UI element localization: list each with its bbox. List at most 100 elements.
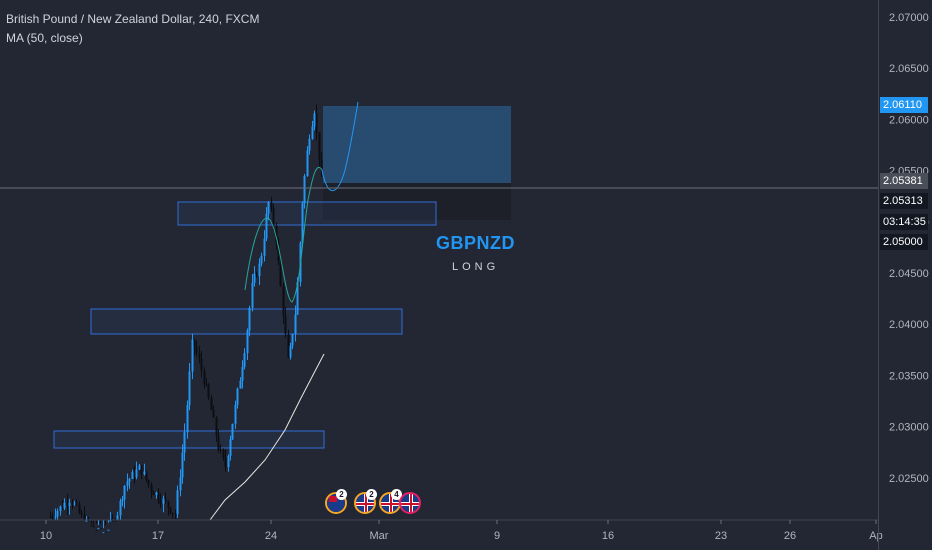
candle-body [203, 370, 206, 385]
candle-body [162, 498, 165, 504]
candle-body [303, 176, 306, 204]
support-zone [90, 308, 403, 335]
price-tick-label: 2.04500 [889, 268, 929, 280]
candle-body [311, 126, 314, 139]
candle-body [282, 286, 285, 316]
candle-body [145, 471, 148, 480]
candle-body [87, 520, 90, 522]
candle-body [63, 502, 66, 509]
price-label-badge-2: 2.05000 [880, 234, 928, 250]
candle-body [231, 423, 234, 440]
candle-body [248, 307, 251, 331]
candle-body [200, 358, 203, 371]
candle-body [121, 499, 124, 501]
candle-body [205, 384, 208, 386]
candle-body [73, 503, 76, 505]
candle-body [54, 516, 57, 518]
annotation-subtitle: LONG [452, 261, 500, 273]
event-count: 2 [366, 489, 377, 500]
candle-body [294, 314, 297, 334]
time-tick-label: Ap [869, 530, 882, 542]
candle-body [212, 409, 215, 418]
candle-body [301, 203, 304, 243]
candle-body [255, 273, 258, 277]
time-tick-label: 16 [602, 530, 614, 542]
candle-body [195, 346, 198, 354]
candle-body [253, 273, 256, 283]
candle-body [207, 384, 210, 398]
candle-body [193, 339, 196, 347]
candle-body [99, 528, 102, 530]
candle-body [296, 282, 299, 315]
candle-body [215, 417, 218, 436]
price-label-badge: 2.05313 [880, 193, 928, 209]
candle-body [169, 507, 172, 513]
candle-body [284, 315, 287, 334]
candle-body [104, 532, 107, 534]
time-tick-label: 26 [784, 530, 796, 542]
symbol-legend[interactable]: British Pound / New Zealand Dollar, 240,… [6, 12, 260, 26]
candle-body [224, 457, 227, 468]
time-tick-label: 23 [715, 530, 727, 542]
event-count: 2 [336, 489, 347, 500]
time-tick-label: 17 [152, 530, 164, 542]
target-zone [323, 106, 511, 183]
candle-body [164, 498, 167, 502]
candle-body [279, 260, 282, 287]
candle-body [179, 477, 182, 491]
candle-body [90, 525, 93, 527]
candle-body [263, 238, 266, 256]
candle-body [227, 455, 230, 468]
countdown-badge: 03:14:35 [880, 214, 928, 230]
candle-body [270, 202, 273, 209]
candle-body [306, 150, 309, 177]
candle-body [78, 504, 81, 513]
candle-body [210, 397, 213, 410]
candle-body [75, 503, 78, 505]
support-zone [177, 201, 437, 226]
candle-body [159, 500, 162, 504]
candle-body [49, 516, 52, 518]
candle-body [114, 520, 117, 522]
candle-body [135, 469, 138, 478]
candle-body [318, 131, 321, 160]
candle-body [287, 333, 290, 358]
candle-body [234, 404, 237, 424]
candle-body [116, 515, 119, 520]
candle-body [85, 520, 88, 522]
candle-body [56, 510, 59, 517]
candle-body [95, 529, 98, 531]
projection-curve [244, 167, 323, 303]
candle-body [181, 452, 184, 478]
candle-body [239, 380, 242, 389]
candle-body [267, 202, 270, 214]
candle-body [59, 506, 62, 511]
candle-body [155, 492, 158, 496]
candle-body [275, 225, 278, 243]
candle-body [140, 465, 143, 475]
candle-body [251, 282, 254, 308]
candle-body [243, 353, 246, 367]
time-tick-label: 10 [40, 530, 52, 542]
candle-body [258, 263, 261, 277]
candle-body [241, 366, 244, 381]
uk-flag-icon[interactable] [399, 492, 421, 514]
candle-body [265, 213, 268, 239]
indicator-legend[interactable]: MA (50, close) [6, 31, 83, 45]
price-tick-label: 2.06500 [889, 63, 929, 75]
price-tick-label: 2.03000 [889, 422, 929, 434]
candle-body [71, 502, 74, 505]
candle-body [61, 506, 64, 509]
candle-body [152, 491, 155, 496]
candle-body [83, 514, 86, 520]
candle-body [198, 353, 201, 359]
ma-line [209, 353, 325, 521]
price-tick-label: 2.07000 [889, 12, 929, 24]
uk-flag-icon[interactable] [354, 492, 376, 514]
candle-body [188, 371, 191, 406]
event-count: 4 [391, 489, 402, 500]
price-tick-label: 2.03500 [889, 370, 929, 382]
crosshair-price-badge: 2.05381 [880, 173, 928, 189]
candle-body [315, 113, 318, 132]
